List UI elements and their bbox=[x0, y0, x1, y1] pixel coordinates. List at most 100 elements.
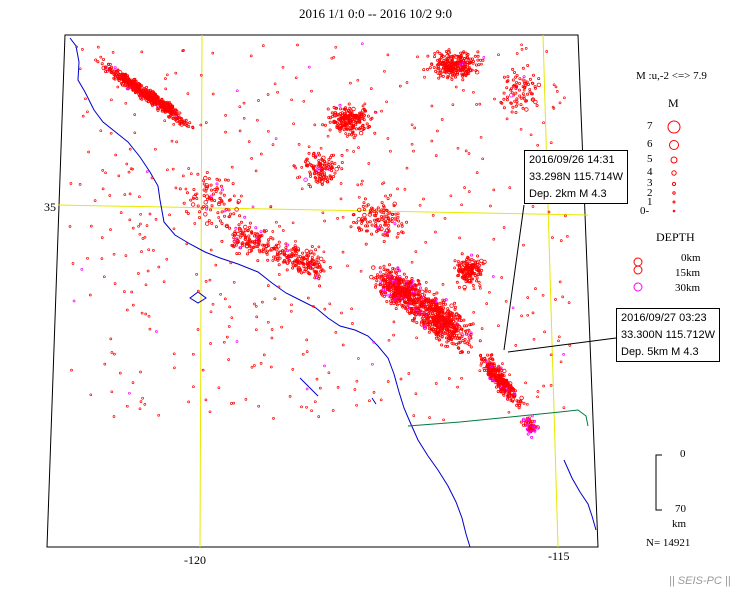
earthquake-point bbox=[271, 237, 275, 241]
earthquake-point bbox=[528, 77, 532, 81]
earthquake-point bbox=[409, 306, 413, 310]
earthquake-point bbox=[533, 99, 538, 105]
earthquake-point bbox=[227, 208, 231, 212]
earthquake-point bbox=[481, 58, 485, 62]
earthquake-point bbox=[526, 418, 530, 422]
earthquake-point bbox=[214, 263, 218, 267]
earthquake-point bbox=[508, 390, 512, 394]
earthquake-point bbox=[393, 279, 397, 283]
earthquake-point bbox=[238, 105, 242, 109]
earthquake-point bbox=[527, 83, 531, 87]
earthquake-point bbox=[561, 295, 565, 299]
earthquake-point bbox=[346, 119, 350, 123]
depth-scale-bar bbox=[655, 454, 662, 511]
earthquake-point bbox=[184, 187, 188, 191]
earthquake-point bbox=[365, 204, 369, 208]
earthquake-point bbox=[454, 312, 459, 317]
earthquake-point bbox=[338, 103, 342, 107]
earthquake-point bbox=[266, 249, 270, 253]
earthquake-point bbox=[426, 54, 430, 58]
earthquake-point bbox=[113, 77, 117, 81]
depth-scale-top: 0 bbox=[680, 448, 686, 460]
earthquake-point bbox=[385, 299, 389, 303]
earthquake-point bbox=[490, 357, 494, 361]
earthquake-point bbox=[316, 255, 320, 259]
earthquake-point bbox=[273, 297, 277, 301]
earthquake-point bbox=[293, 263, 297, 267]
earthquake-point bbox=[405, 220, 409, 224]
earthquake-point bbox=[234, 226, 238, 230]
earthquake-point bbox=[420, 312, 424, 316]
earthquake-point bbox=[174, 112, 178, 116]
earthquake-point bbox=[406, 299, 411, 304]
earthquake-point bbox=[441, 54, 445, 58]
earthquake-point bbox=[178, 187, 182, 191]
earthquake-point bbox=[330, 169, 334, 173]
earthquake-point bbox=[332, 119, 337, 125]
earthquake-point bbox=[522, 75, 526, 79]
earthquake-point bbox=[302, 257, 306, 261]
earthquake-point bbox=[172, 123, 176, 126]
earthquake-point bbox=[467, 343, 471, 347]
earthquake-point bbox=[380, 294, 384, 297]
event-callout-1[interactable]: 2016/09/26 14:31 33.298N 115.714W Dep. 2… bbox=[524, 150, 628, 204]
earthquake-point bbox=[166, 168, 169, 172]
earthquake-point bbox=[316, 260, 320, 264]
earthquake-point bbox=[559, 239, 563, 242]
earthquake-point bbox=[281, 229, 285, 232]
earthquake-point bbox=[320, 157, 324, 161]
earthquake-point bbox=[308, 251, 312, 255]
earthquake-point bbox=[259, 362, 263, 365]
earthquake-point bbox=[192, 385, 195, 389]
earthquake-point bbox=[312, 260, 316, 264]
earthquake-point bbox=[562, 353, 565, 356]
earthquake-point bbox=[339, 197, 343, 201]
earthquake-point bbox=[271, 246, 275, 250]
earthquake-point bbox=[318, 265, 322, 269]
earthquake-point bbox=[422, 293, 426, 297]
earthquake-point bbox=[277, 273, 281, 276]
earthquake-point bbox=[245, 252, 249, 256]
earthquake-point bbox=[220, 221, 224, 225]
earthquake-point bbox=[437, 58, 441, 62]
earthquake-point bbox=[248, 225, 252, 229]
earthquake-point bbox=[372, 276, 376, 280]
event-callout-2[interactable]: 2016/09/27 03:23 33.300N 115.712W Dep. 5… bbox=[616, 308, 720, 362]
earthquake-point bbox=[101, 187, 105, 191]
earthquake-point bbox=[110, 390, 114, 394]
earthquake-point bbox=[276, 243, 281, 249]
earthquake-point bbox=[250, 230, 254, 234]
earthquake-point bbox=[366, 126, 370, 130]
earthquake-point bbox=[521, 92, 525, 96]
earthquake-point bbox=[486, 353, 490, 357]
callout-2-datetime: 2016/09/27 03:23 bbox=[621, 312, 707, 324]
earthquake-point bbox=[124, 254, 128, 257]
earthquake-point bbox=[192, 187, 196, 191]
earthquake-point bbox=[138, 87, 142, 91]
earthquake-point bbox=[386, 275, 390, 279]
earthquake-point bbox=[387, 263, 391, 267]
earthquake-point bbox=[310, 267, 314, 271]
earthquake-point bbox=[317, 277, 321, 281]
earthquake-point bbox=[399, 377, 403, 381]
earthquake-point bbox=[313, 276, 317, 280]
earthquake-point bbox=[235, 237, 239, 241]
earthquake-point bbox=[312, 167, 316, 170]
earthquake-point bbox=[144, 312, 148, 316]
earthquake-point bbox=[201, 368, 205, 372]
earthquake-point bbox=[334, 106, 338, 110]
earthquake-point bbox=[528, 424, 532, 428]
earthquake-point bbox=[317, 172, 321, 176]
earthquake-point bbox=[518, 77, 522, 81]
earthquake-point bbox=[385, 218, 391, 224]
map-frame bbox=[46, 34, 599, 548]
earthquake-point bbox=[189, 198, 193, 202]
earthquake-point bbox=[464, 67, 468, 71]
earthquake-point bbox=[404, 279, 408, 283]
earthquake-point bbox=[494, 370, 498, 374]
earthquake-point bbox=[202, 179, 206, 183]
earthquake-point bbox=[232, 401, 236, 405]
earthquake-point bbox=[471, 283, 475, 287]
earthquake-point bbox=[381, 204, 385, 208]
earthquake-point bbox=[499, 380, 503, 384]
